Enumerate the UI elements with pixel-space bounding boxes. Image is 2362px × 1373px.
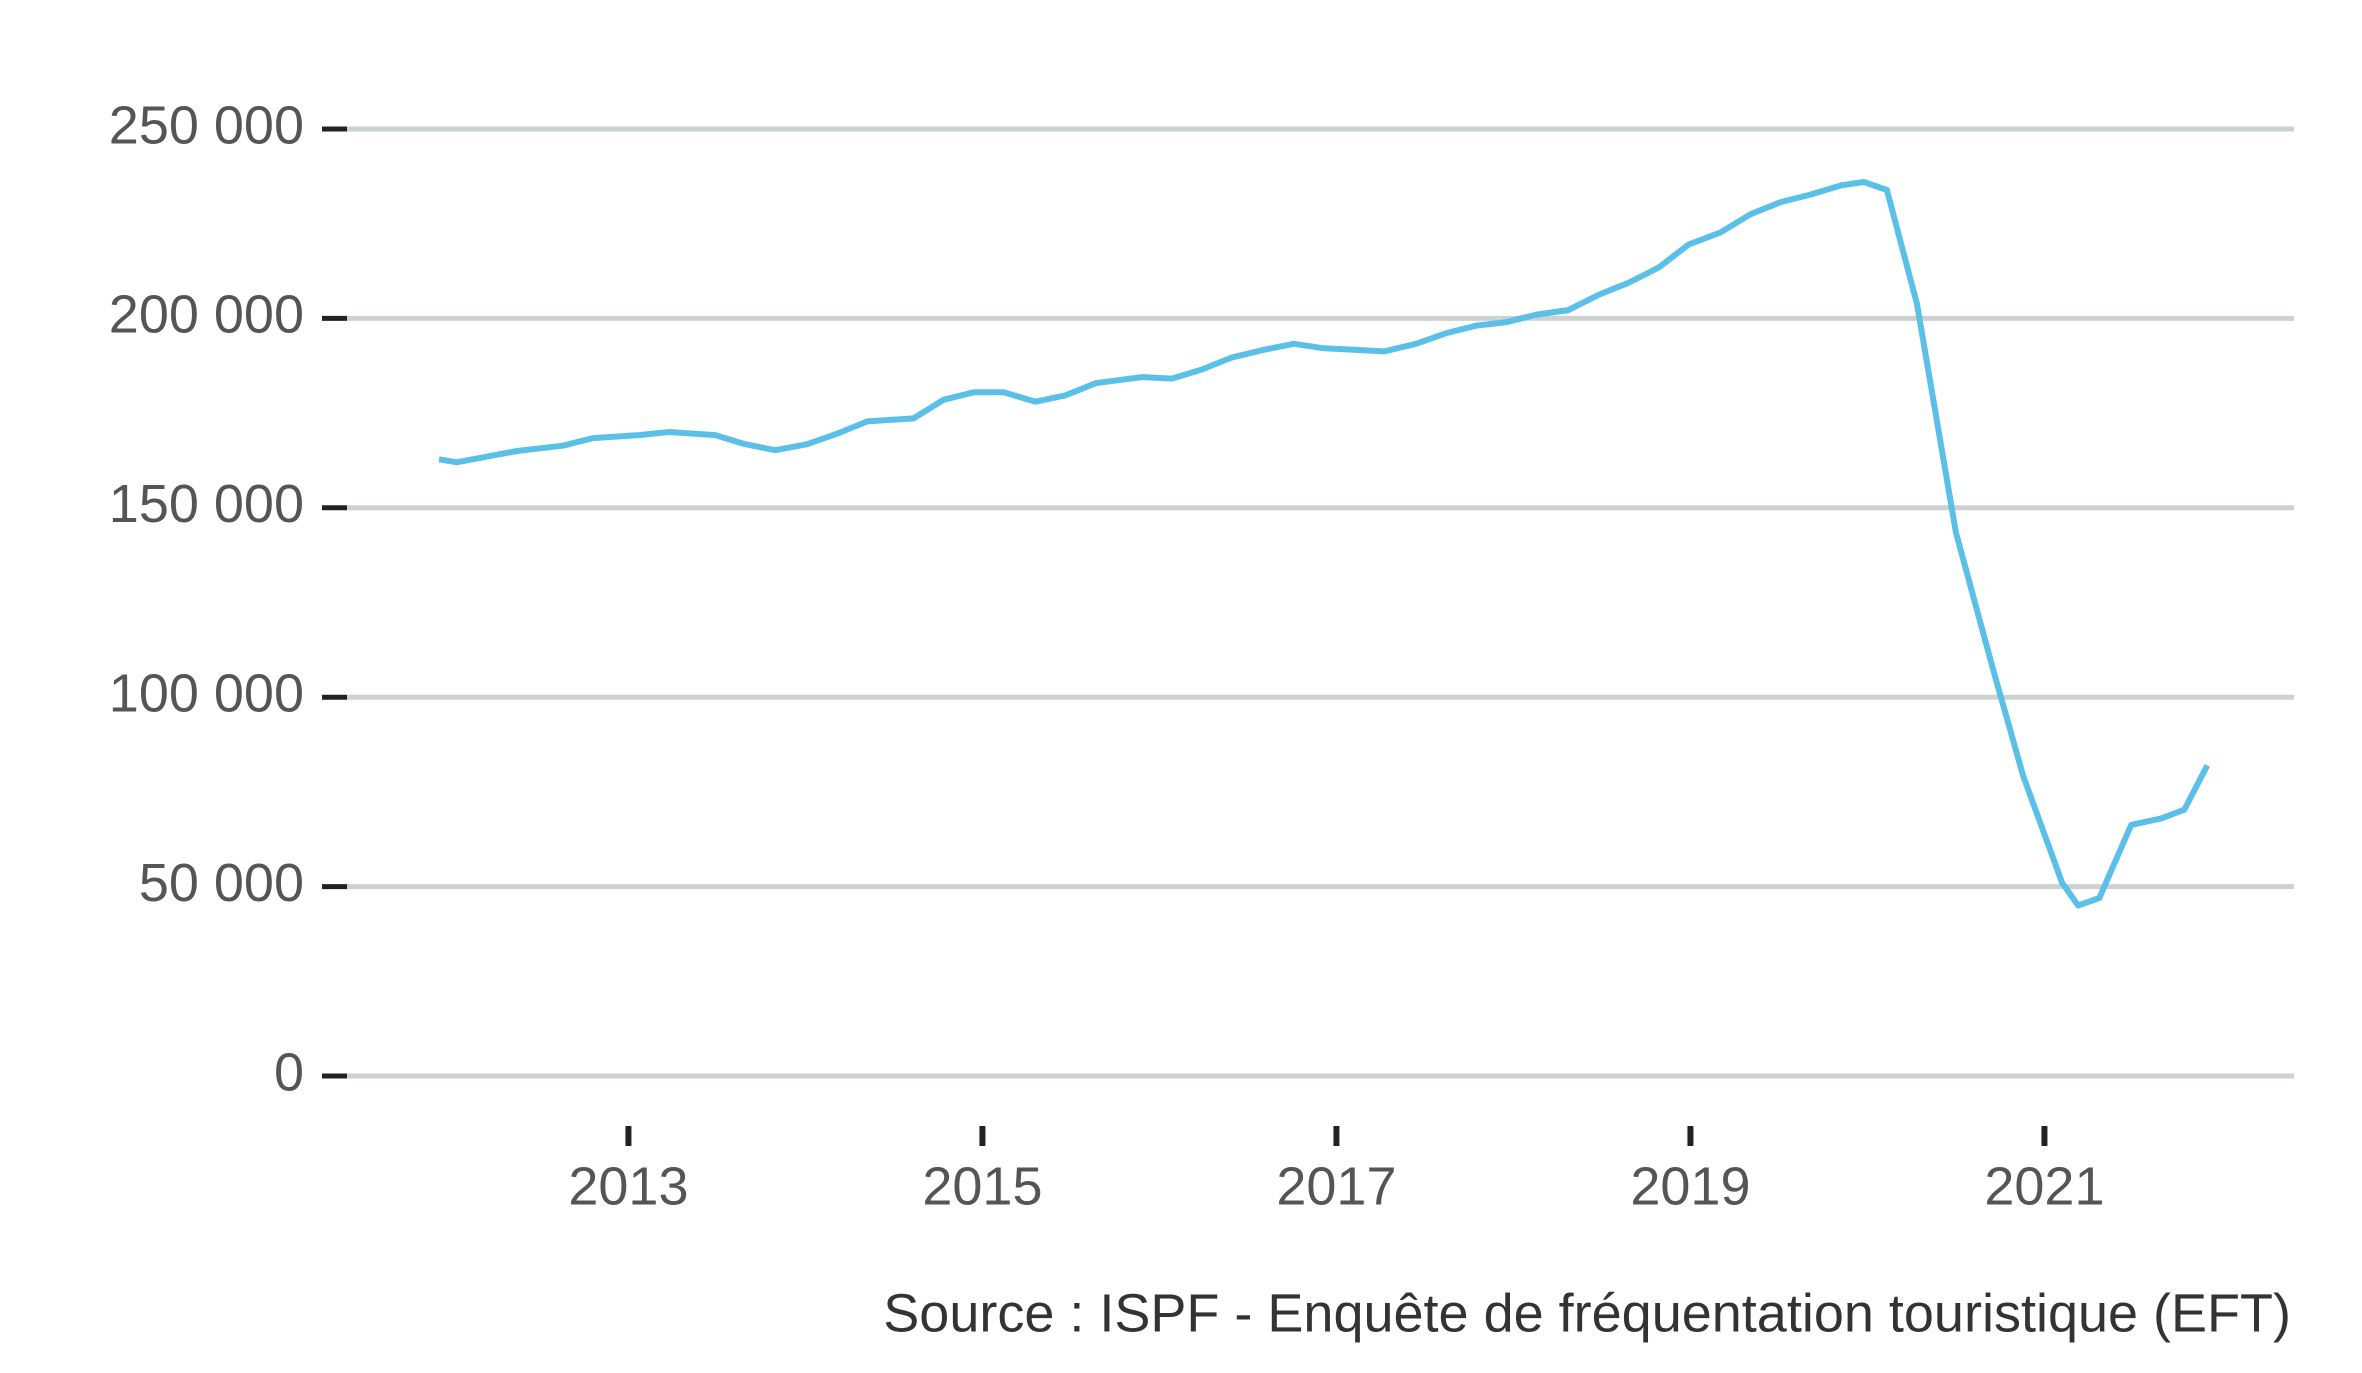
y-tick-label: 50 000 xyxy=(139,853,304,913)
source-note: Source : ISPF - Enquête de fréquentation… xyxy=(883,1283,2291,1343)
y-tick-label: 150 000 xyxy=(109,474,304,534)
x-tick-label: 2013 xyxy=(568,1156,688,1216)
line xyxy=(438,179,2210,909)
x-tick-label: 2015 xyxy=(922,1156,1042,1216)
y-tick-label: 0 xyxy=(274,1042,304,1102)
y-tick-label: 200 000 xyxy=(109,285,304,345)
x-tick-label: 2017 xyxy=(1276,1156,1396,1216)
y-tick-label: 250 000 xyxy=(109,95,304,155)
x-tick-label: 2019 xyxy=(1630,1156,1750,1216)
x-tick-label: 2021 xyxy=(1984,1156,2104,1216)
y-tick-label: 100 000 xyxy=(109,663,304,723)
